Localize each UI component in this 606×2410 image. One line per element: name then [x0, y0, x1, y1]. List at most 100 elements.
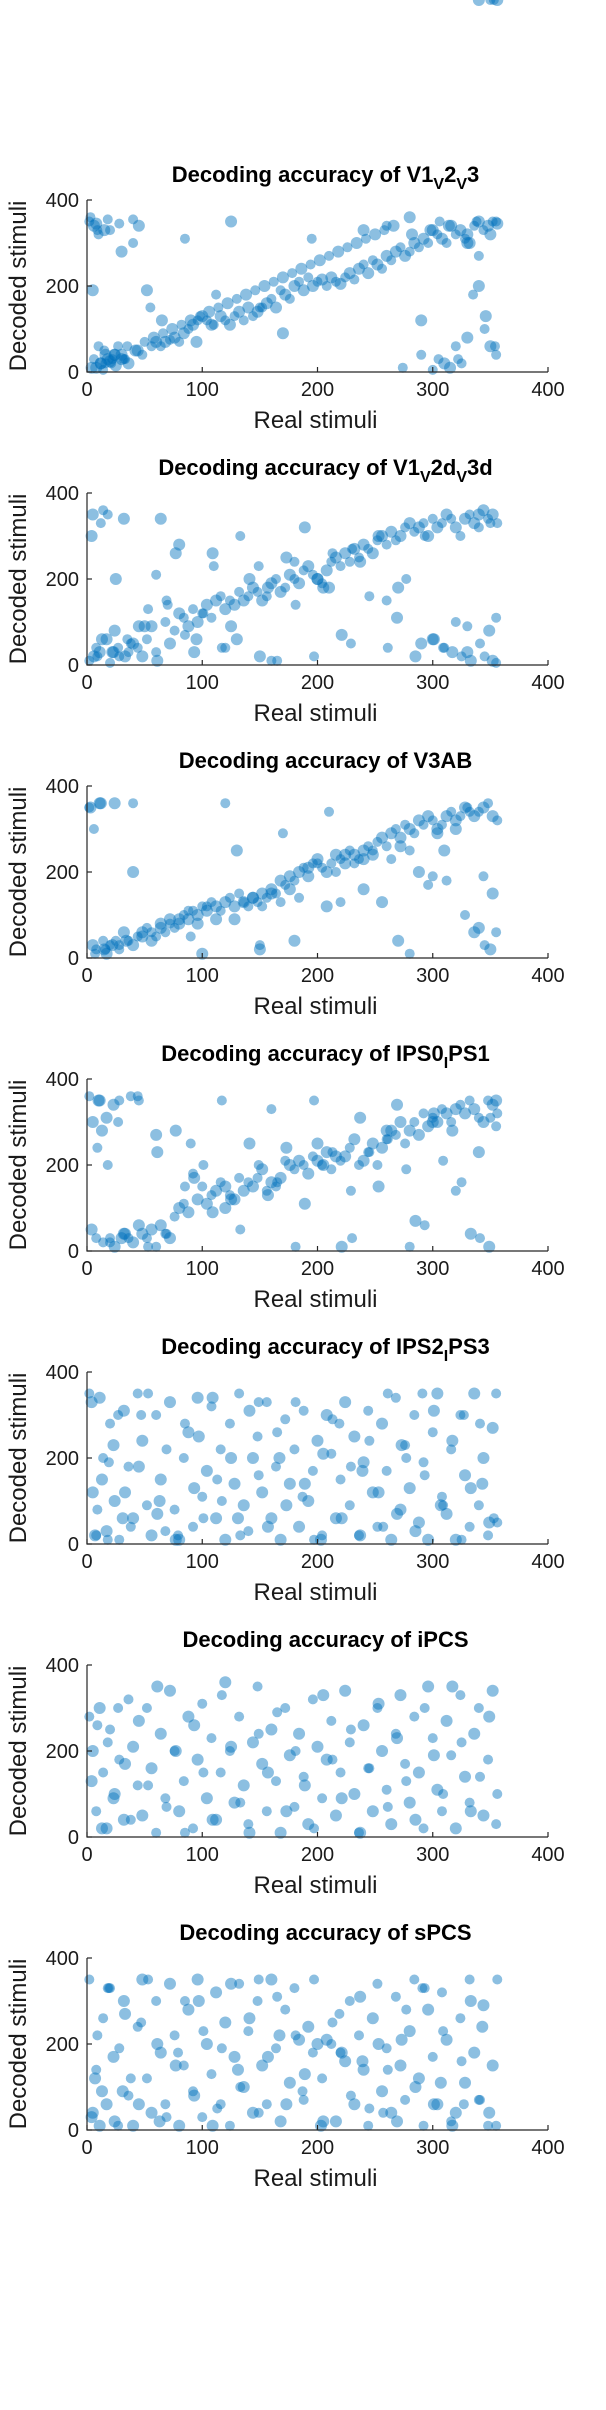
- scatter-point: [183, 905, 194, 916]
- scatter-point: [491, 216, 502, 227]
- scatter-point: [415, 637, 428, 650]
- scatter-point: [146, 341, 157, 352]
- scatter-point: [197, 1181, 208, 1192]
- y-tick-label: 400: [46, 1069, 79, 1091]
- scatter-point: [272, 1707, 283, 1718]
- scatter-point: [173, 2047, 184, 2058]
- scatter-point: [303, 272, 314, 283]
- scatter-point: [478, 225, 489, 236]
- scatter-point: [329, 1150, 342, 1163]
- scatter-point: [311, 1434, 324, 1447]
- x-axis-label: Real stimuli: [253, 993, 377, 1020]
- x-tick-label: 0: [81, 1258, 92, 1280]
- scatter-point: [455, 1410, 466, 1420]
- scatter-point: [325, 271, 338, 284]
- scatter-point: [400, 1138, 411, 1149]
- scatter-point: [141, 2073, 152, 2084]
- scatter-point: [206, 897, 217, 908]
- scatter-point: [412, 1766, 425, 1779]
- scatter-point: [89, 2072, 102, 2085]
- scatter-point: [266, 655, 277, 666]
- scatter-point: [293, 1154, 306, 1167]
- scatter-point: [132, 1219, 145, 1232]
- scatter-point: [187, 318, 200, 331]
- scatter-point: [312, 276, 323, 287]
- scatter-point: [458, 1410, 469, 1420]
- scatter-point: [320, 1409, 333, 1421]
- scatter-point: [348, 848, 361, 861]
- scatter-point: [450, 617, 461, 627]
- scatter-point: [92, 1720, 103, 1731]
- scatter-point: [473, 1500, 484, 1511]
- scatter-point: [446, 2119, 459, 2132]
- scatter-point: [182, 1206, 195, 1219]
- scatter-point: [378, 2107, 389, 2118]
- scatter-point: [329, 848, 342, 861]
- scatter-point: [105, 225, 116, 236]
- scatter-point: [483, 1095, 494, 1106]
- scatter-point: [344, 1996, 355, 2006]
- scatter-point: [394, 840, 407, 853]
- scatter-point: [456, 651, 467, 662]
- scatter-point: [280, 2098, 293, 2111]
- scatter-point: [307, 1151, 318, 1162]
- scatter-point: [234, 888, 245, 899]
- chart-title-subscript: V: [456, 469, 467, 486]
- scatter-point: [401, 1453, 412, 1463]
- scatter-point: [381, 841, 392, 852]
- scatter-point: [366, 547, 379, 560]
- scatter-point: [484, 340, 497, 353]
- scatter-point: [309, 1823, 320, 1834]
- x-tick-label: 100: [186, 1258, 219, 1280]
- scatter-point: [117, 1227, 130, 1240]
- y-tick-label: 0: [68, 1827, 79, 1849]
- scatter-point: [93, 2119, 106, 2132]
- scatter-point: [485, 518, 496, 529]
- scatter-point: [98, 1767, 109, 1778]
- scatter-point: [188, 1482, 201, 1495]
- scatter-point: [114, 1095, 125, 1106]
- scatter-point: [475, 1418, 486, 1429]
- scatter-point: [289, 574, 300, 584]
- scatter-point: [228, 1193, 241, 1206]
- scatter-point: [243, 901, 254, 912]
- scatter-point: [253, 943, 266, 956]
- scatter-point: [479, 651, 490, 662]
- x-tick-label: 100: [186, 965, 219, 987]
- scatter-point: [169, 1504, 180, 1515]
- scatter-point: [473, 806, 484, 817]
- scatter-point: [311, 1740, 324, 1753]
- scatter-point: [491, 2120, 502, 2131]
- scatter-point: [469, 220, 480, 231]
- scatter-point: [141, 1233, 152, 1244]
- scatter-point: [491, 0, 504, 6]
- scatter-point: [120, 354, 131, 365]
- scatter-point: [332, 245, 345, 258]
- scatter-point: [91, 642, 102, 653]
- scatter-point: [317, 2115, 330, 2128]
- scatter-point: [210, 913, 223, 926]
- scatter-point: [449, 1103, 462, 1116]
- scatter-point: [418, 819, 429, 830]
- scatter-point: [143, 1388, 154, 1399]
- scatter-point: [298, 521, 311, 534]
- scatter-point: [352, 262, 365, 275]
- scatter-point: [307, 2047, 318, 2058]
- scatter-point: [261, 2050, 274, 2063]
- chart-title: Decoding accuracy of IPS0IPS1: [161, 1041, 489, 1072]
- scatter-point: [339, 1396, 352, 1409]
- scatter-point: [100, 947, 113, 960]
- scatter-point: [381, 539, 392, 550]
- y-axis-label: Decoded stimuli: [5, 1666, 32, 1837]
- scatter-point: [174, 336, 185, 347]
- scatter-point: [412, 1516, 425, 1529]
- scatter-point: [128, 214, 139, 225]
- scatter-point: [293, 1520, 306, 1533]
- scatter-point: [327, 1147, 338, 1158]
- scatter-point: [132, 1460, 145, 1473]
- scatter-point: [253, 1470, 264, 1481]
- x-tick-label: 100: [186, 1551, 219, 1573]
- scatter-point: [101, 353, 114, 366]
- scatter-point: [125, 2073, 136, 2084]
- scatter-point: [85, 1223, 98, 1236]
